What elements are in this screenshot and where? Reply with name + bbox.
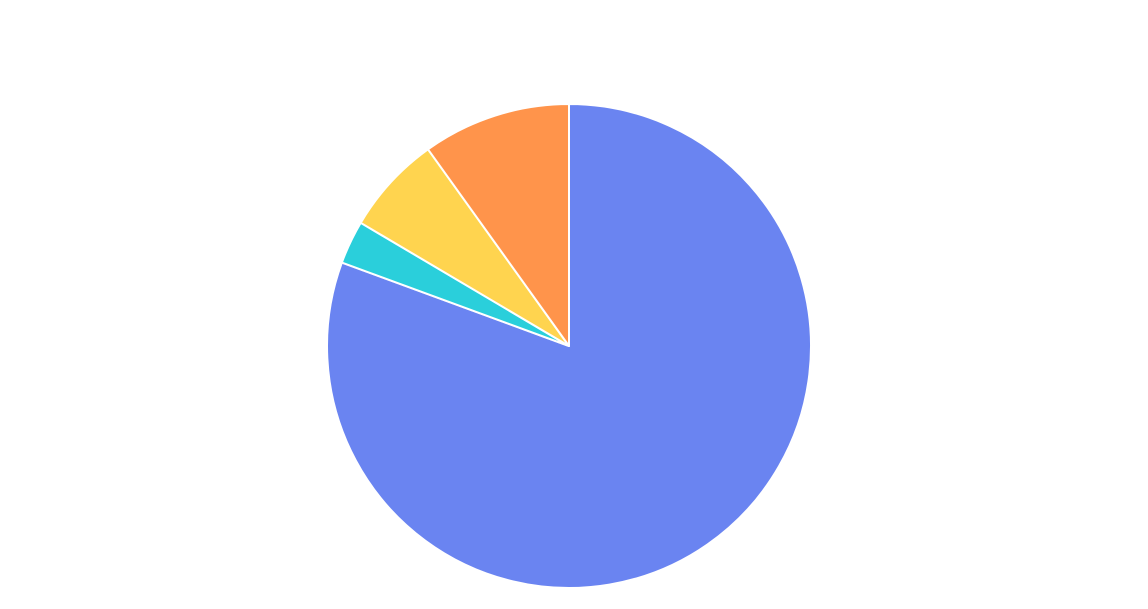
pie-slices xyxy=(326,103,812,589)
pie-slice-4 xyxy=(426,103,570,347)
